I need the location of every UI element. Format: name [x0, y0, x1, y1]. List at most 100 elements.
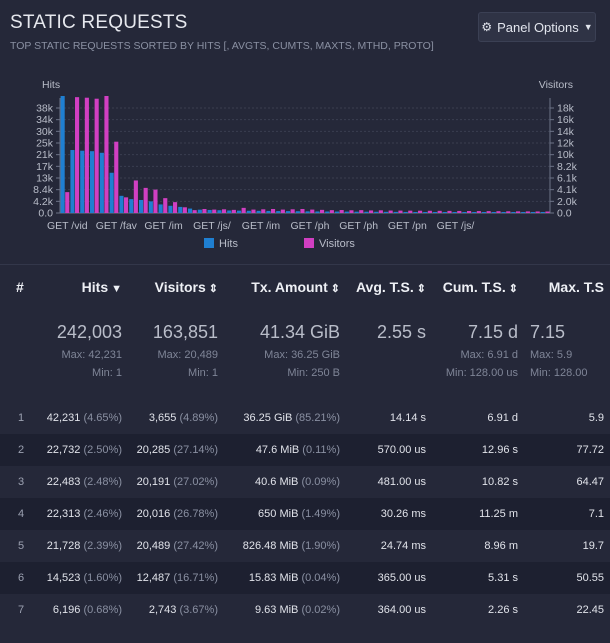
- hits-bar: [530, 212, 536, 213]
- row-visitors-percent: (27.02%): [173, 476, 218, 488]
- column-header-tx-amount[interactable]: Tx. Amount ⇕: [251, 279, 340, 295]
- row-avg-ts: 14.14 s: [389, 412, 426, 424]
- legend-hits-label: Hits: [219, 238, 238, 250]
- row-avg-ts: 570.00 us: [346, 434, 432, 466]
- legend-hits-swatch: [204, 238, 214, 248]
- row-index: 1: [18, 412, 25, 424]
- row-visitors: 3,655 (4.89%): [148, 412, 218, 424]
- visitors-bar: [182, 207, 187, 213]
- left-tick-label: 25k: [36, 138, 54, 150]
- x-tick-label: GET /ph: [291, 220, 330, 232]
- visitors-bar: [143, 187, 148, 213]
- hits-bar: [452, 212, 457, 213]
- hits-bar: [295, 211, 300, 213]
- row-hits: 21,728 (2.39%): [46, 540, 122, 552]
- summary-cum-ts: 7.15 d Max: 6.91 d Min: 128.00 us: [445, 322, 518, 379]
- x-tick-label: GET /vid: [47, 220, 88, 232]
- row-hits: 14,523 (1.60%): [38, 562, 128, 594]
- visitors-bar: [261, 209, 266, 213]
- hits-bar: [334, 211, 340, 213]
- visitors-bar: [124, 197, 129, 213]
- hits-bar: [266, 210, 271, 213]
- column-header-index: #: [16, 279, 24, 295]
- visitors-bar: [290, 209, 295, 213]
- visitors-bar: [173, 202, 178, 213]
- hits-bar: [276, 211, 281, 213]
- hits-bar: [168, 205, 173, 213]
- row-visitors: 20,191 (27.02%): [136, 476, 218, 488]
- row-max-ts: 77.72: [524, 434, 610, 466]
- row-hits-percent: (0.68%): [83, 604, 122, 616]
- visitors-bar: [114, 141, 119, 213]
- static-requests-table: # Hits ▼ Visitors ⇕ Tx. Amount ⇕ Avg. T.S. ⇕…: [0, 268, 610, 626]
- row-visitors-percent: (4.89%): [179, 412, 218, 424]
- visitors-bar: [349, 210, 354, 213]
- row-hits: 22,313 (2.46%): [38, 498, 128, 530]
- row-index: 3: [18, 476, 25, 488]
- summary-hits: 242,003 Max: 42,231 Min: 1: [56, 322, 122, 379]
- visitors-bar: [241, 207, 246, 213]
- hits-bar: [344, 211, 349, 213]
- table-row[interactable]: 2 22,732 (2.50%) 20,285 (27.14%) 47.6 MiB (…: [0, 434, 610, 466]
- table-row[interactable]: 4 22,313 (2.46%) 20,016 (26.78%) 650 MiB (1…: [0, 498, 610, 530]
- hits-bar: [109, 172, 114, 213]
- visitors-bar: [271, 209, 276, 213]
- hits-bar: [197, 209, 202, 213]
- hits-bar: [129, 199, 134, 213]
- table-row[interactable]: 7 6,196 (0.68%) 2,743 (3.67%) 9.63 MiB (0.0…: [0, 594, 610, 626]
- row-tx-amount-percent: (0.11%): [302, 444, 340, 456]
- left-tick-label: 8.4k: [33, 184, 54, 196]
- right-tick-label: 12k: [557, 138, 575, 150]
- column-header-avg-ts[interactable]: Avg. T.S. ⇕: [355, 279, 426, 295]
- hits-bar: [393, 211, 398, 213]
- hits-bar: [305, 211, 310, 213]
- table-row[interactable]: 3 22,483 (2.48%) 20,191 (27.02%) 40.6 MiB (…: [0, 466, 610, 498]
- panel-options-label: Panel Options: [497, 19, 579, 35]
- column-header-max-ts[interactable]: Max. T.S: [548, 279, 604, 295]
- row-index: 2: [0, 434, 38, 466]
- hits-bar: [119, 195, 124, 213]
- visitors-bar: [457, 210, 462, 213]
- panel-options-button[interactable]: ⚙ Panel Options ▼: [478, 12, 596, 42]
- visitors-bar: [506, 211, 511, 213]
- row-hits: 42,231 (4.65%): [46, 412, 122, 424]
- visitors-bar: [104, 96, 109, 213]
- left-tick-label: 4.2k: [33, 196, 54, 208]
- visitors-bar: [94, 98, 99, 213]
- row-tx-amount: 9.63 MiB (0.02%): [254, 604, 340, 616]
- row-avg-ts: 481.00 us: [377, 476, 426, 488]
- column-header-hits[interactable]: Hits ▼: [81, 279, 122, 295]
- hits-bar: [217, 210, 222, 213]
- right-tick-label: 14k: [557, 126, 575, 138]
- right-tick-label: 16k: [557, 114, 575, 126]
- row-visitors: 20,489 (27.42%): [136, 540, 218, 552]
- row-avg-ts: 24.74 ms: [380, 540, 426, 552]
- sort-icon: ⇕: [208, 283, 218, 295]
- hits-bar: [207, 209, 212, 213]
- table-row[interactable]: 5 21,728 (2.39%) 20,489 (27.42%) 826.48 MiB…: [0, 530, 610, 562]
- row-tx-amount-percent: (0.02%): [301, 604, 340, 616]
- visitors-bar: [476, 211, 481, 213]
- hits-bar: [70, 150, 75, 213]
- column-header-cum-ts[interactable]: Cum. T.S. ⇕: [442, 279, 518, 295]
- row-cum-ts: 12.96 s: [432, 434, 524, 466]
- hits-bar: [60, 96, 65, 213]
- table-row[interactable]: 1 42,231 (4.65%) 3,655 (4.89%) 36.25 GiB (8…: [0, 402, 610, 434]
- visitors-bar: [153, 189, 158, 213]
- visitors-bar: [192, 210, 197, 213]
- table-row[interactable]: 6 14,523 (1.60%) 12,487 (16.71%) 15.83 MiB …: [0, 562, 610, 594]
- visitors-bar: [65, 192, 70, 213]
- summary-avg-ts: 2.55 s: [376, 322, 426, 342]
- visitors-bar: [427, 210, 432, 213]
- column-header-visitors[interactable]: Visitors ⇕: [154, 279, 218, 295]
- visitors-bar: [251, 209, 256, 213]
- visitors-bar: [398, 210, 403, 213]
- row-tx-amount-percent: (1.49%): [301, 508, 340, 520]
- row-visitors-percent: (27.42%): [173, 540, 218, 552]
- visitors-bar: [378, 210, 383, 213]
- legend-visitors-swatch: [304, 238, 314, 248]
- hits-bar: [403, 211, 408, 213]
- row-visitors-percent: (3.67%): [179, 604, 218, 616]
- sort-icon: ⇕: [330, 283, 340, 295]
- row-tx-amount: 36.25 GiB (85.21%): [243, 412, 340, 424]
